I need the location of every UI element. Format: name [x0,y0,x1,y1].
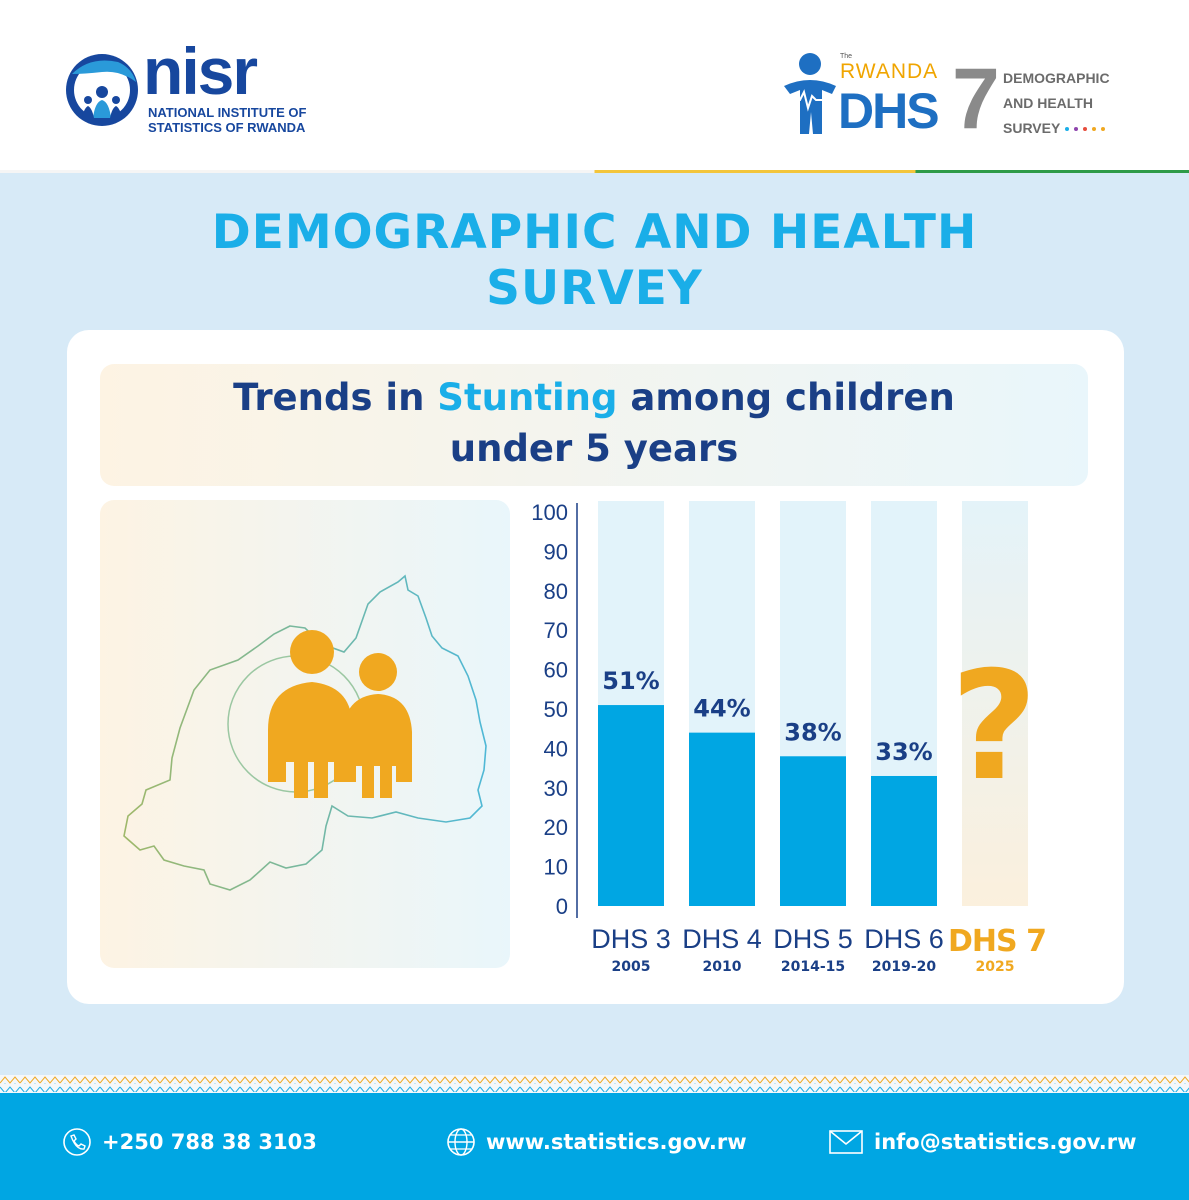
phone-contact[interactable]: +250 788 38 3103 [62,1127,322,1157]
page-title-line1: DEMOGRAPHIC AND HEALTH [211,205,978,260]
header: nisr NATIONAL INSTITUTE OF STATISTICS OF… [0,0,1189,172]
rwanda-map-icon [123,574,487,891]
dhs-wordmark: DHS [838,83,940,139]
email-contact[interactable]: info@statistics.gov.rw [828,1127,1137,1157]
color-dots-icon [1060,120,1106,136]
phone-icon [63,1128,91,1156]
page-title-line2: SURVEY [486,261,703,316]
website-contact[interactable]: www.statistics.gov.rw [446,1127,747,1157]
website-url: www.statistics.gov.rw [486,1130,747,1154]
footer-pattern-strip [0,1075,1189,1093]
nisr-subtitle-line1: NATIONAL INSTITUTE OF [148,105,307,120]
dhs-person-icon [784,53,840,134]
children-icon [268,630,412,798]
footer [0,1093,1189,1200]
dhs-side-line3: SURVEY [1003,116,1110,141]
dhs-rwanda-label: RWANDA [840,60,939,83]
page-title: DEMOGRAPHIC AND HEALTH SURVEY [0,205,1189,317]
header-divider [0,170,1189,173]
subtitle-box [100,364,1088,486]
dhs-seven-mark: 7 [952,51,1000,147]
dhs-side-line1: DEMOGRAPHIC [1003,70,1110,86]
mail-icon [829,1130,863,1154]
nisr-subtitle-line2: STATISTICS OF RWANDA [148,120,306,135]
nisr-logo-icon [66,54,138,126]
dhs-side-text: DEMOGRAPHIC AND HEALTH SURVEY [1003,66,1110,141]
nisr-wordmark: nisr [143,34,258,108]
dhs-the-label: The [840,53,853,60]
subtitle-line2: under 5 years [449,427,739,470]
phone-number: +250 788 38 3103 [102,1130,317,1154]
subtitle-highlight: Stunting [437,376,618,419]
dhs-side-line2: AND HEALTH [1003,95,1093,111]
nisr-subtitle: NATIONAL INSTITUTE OF STATISTICS OF RWAN… [148,105,306,135]
chart-subtitle: Trends in Stunting among children under … [100,372,1088,474]
zigzag-pattern-icon [0,1075,1189,1092]
subtitle-line1: Trends in Stunting among children [233,376,955,419]
email-address: info@statistics.gov.rw [874,1130,1137,1154]
globe-icon [447,1128,475,1156]
